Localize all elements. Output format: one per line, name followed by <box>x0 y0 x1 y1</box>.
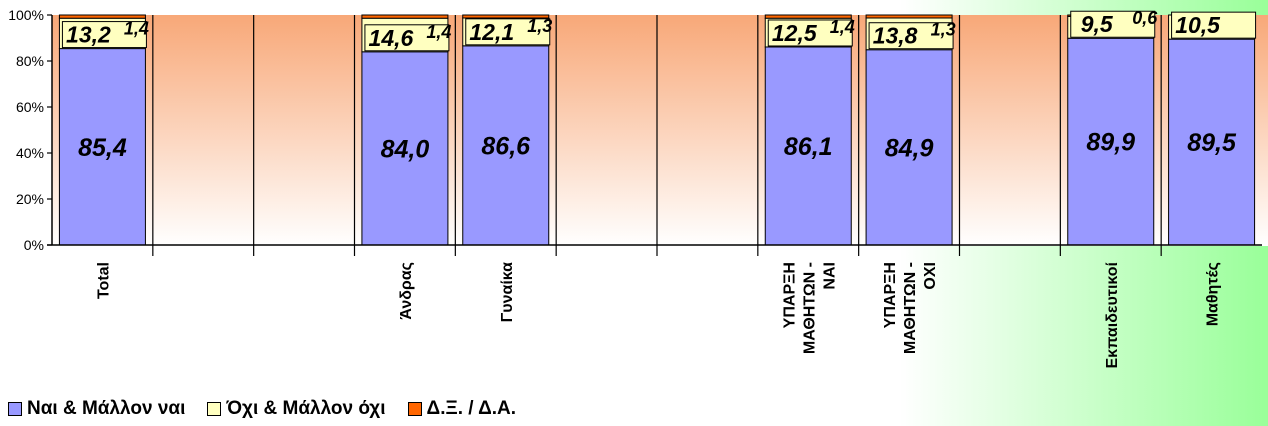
y-tick-label: 60% <box>16 99 44 115</box>
bar-segment-yes <box>865 49 953 246</box>
x-category-label: ΟΧΙ <box>922 262 939 290</box>
bar-segment-yes <box>462 45 550 246</box>
data-label-box-no <box>61 21 147 49</box>
bar-segment-dk <box>764 14 852 19</box>
data-label-yes: 85,4 <box>78 134 127 162</box>
legend-swatch-yes <box>8 402 22 416</box>
bar-segment-yes <box>764 46 852 246</box>
x-category-label: Εκπαιδευτικοί <box>1104 262 1121 368</box>
plot-background <box>52 15 1268 246</box>
chart-marks: 0% 20% 40% 60% 80% 100% 85,4 13,2 1,4 Total 84,0 14… <box>8 7 1262 368</box>
x-category-label: ΜΑΘΗΤΩΝ - <box>902 262 919 354</box>
x-category-label: Μαθητές <box>1205 262 1222 326</box>
legend-item-no: Όχι & Μάλλον όχι <box>207 398 386 420</box>
y-tick-label: 0% <box>24 237 44 253</box>
legend-label-no: Όχι & Μάλλον όχι <box>226 398 386 419</box>
x-category-label: ΥΠΑΡΞΗ <box>781 262 798 328</box>
data-label-box-no <box>364 24 450 52</box>
data-label-no: 13,2 <box>66 22 111 48</box>
data-label-yes: 84,9 <box>885 134 934 162</box>
data-label-no: 9,5 <box>1081 11 1114 37</box>
bar-segment-dk <box>462 14 550 19</box>
bar-segment-yes <box>1067 37 1155 246</box>
data-label-yes: 89,9 <box>1086 129 1135 157</box>
data-label-dk: 1,4 <box>426 22 451 42</box>
data-label-box-no <box>767 19 853 47</box>
data-label-box-no <box>868 22 954 50</box>
bar-segment-dk <box>361 14 449 19</box>
data-label-dk: 1,4 <box>124 19 149 39</box>
data-label-no: 13,8 <box>873 23 918 49</box>
legend-swatch-no <box>207 402 222 416</box>
data-label-yes: 86,1 <box>784 133 833 161</box>
y-tick-label: 20% <box>16 191 44 207</box>
data-label-yes: 89,5 <box>1187 129 1237 157</box>
bar-segment-dk <box>58 14 146 19</box>
data-label-no: 14,6 <box>369 25 414 51</box>
y-tick-label: 80% <box>16 53 44 69</box>
data-label-dk: 1,3 <box>931 20 956 40</box>
x-category-label: ΝΑΙ <box>821 262 838 290</box>
legend-item-dk: Δ.Ξ. / Δ.Α. <box>407 398 517 420</box>
data-label-box-no <box>1171 11 1257 39</box>
y-tick-label: 100% <box>8 7 44 23</box>
legend-label-yes: Ναι & Μάλλον ναι <box>27 398 186 419</box>
x-category-label: Άνδρας <box>398 262 415 320</box>
legend-swatch-dk <box>407 402 422 416</box>
x-category-label: Total <box>95 262 112 299</box>
data-label-dk: 1,3 <box>527 16 552 36</box>
bar-segment-dk <box>865 14 953 19</box>
x-category-label: ΜΑΘΗΤΩΝ - <box>801 262 818 354</box>
data-label-no: 10,5 <box>1175 12 1221 38</box>
legend-label-dk: Δ.Ξ. / Δ.Α. <box>426 398 517 419</box>
legend: Ναι & Μάλλον ναι Όχι & Μάλλον όχι Δ.Ξ. /… <box>8 398 516 420</box>
data-label-box-no <box>465 18 551 46</box>
legend-item-yes: Ναι & Μάλλον ναι <box>8 398 185 420</box>
data-label-yes: 84,0 <box>381 135 430 163</box>
bar-segment-yes <box>361 51 449 246</box>
x-category-label: ΥΠΑΡΞΗ <box>882 262 899 328</box>
data-label-box-no <box>1070 10 1156 38</box>
data-label-no: 12,5 <box>772 20 818 46</box>
data-label-dk: 0,6 <box>1132 8 1158 28</box>
x-category-label: Γυναίκα <box>499 262 516 323</box>
data-label-no: 12,1 <box>469 19 514 45</box>
data-label-dk: 1,4 <box>830 17 855 37</box>
data-label-yes: 86,6 <box>481 132 531 160</box>
y-tick-label: 40% <box>16 145 44 161</box>
